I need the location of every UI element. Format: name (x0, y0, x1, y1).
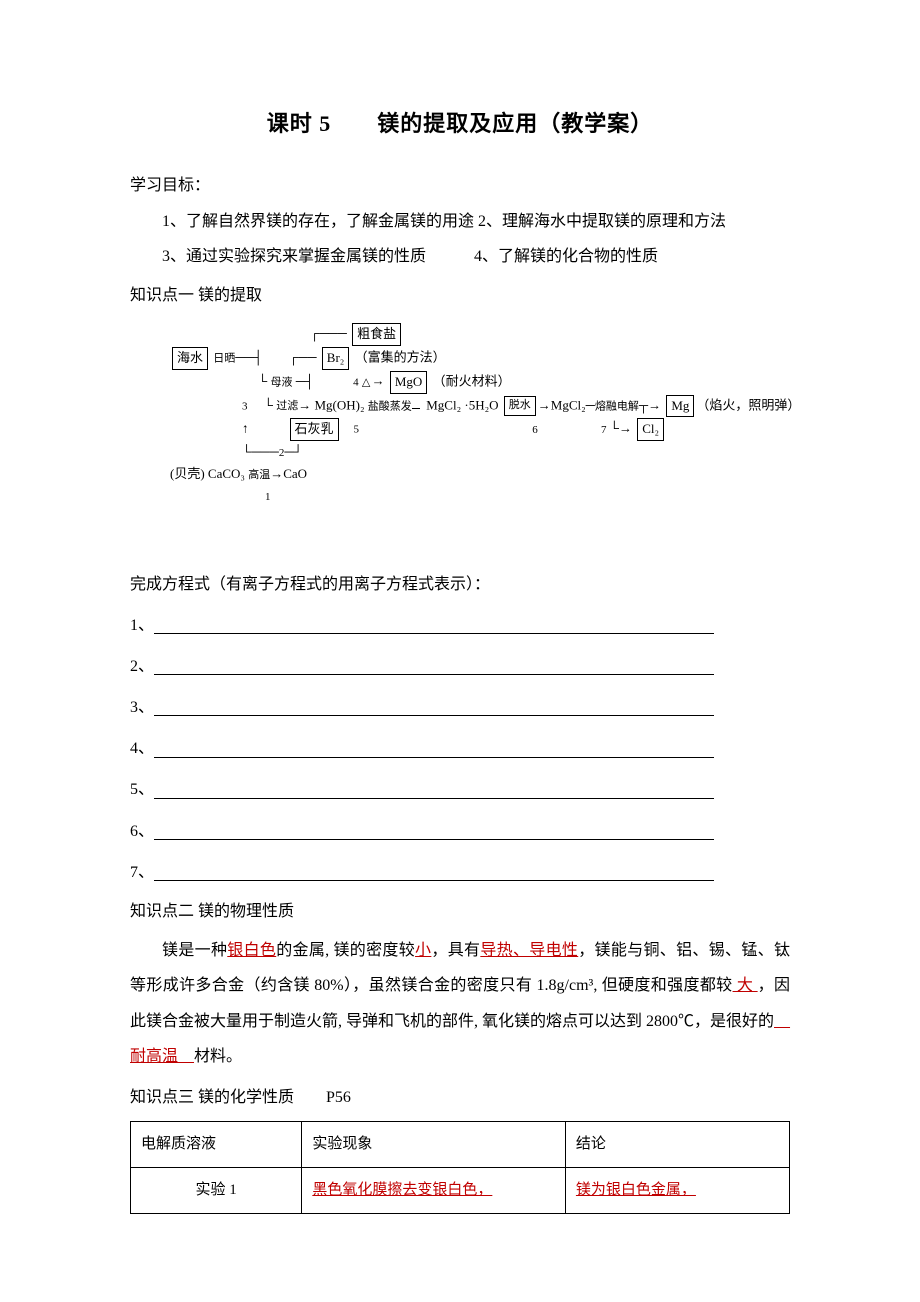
table-header-3: 结论 (565, 1122, 789, 1168)
blank-1: 1、 (130, 608, 790, 643)
label-mother-liquor: 母液 (270, 376, 292, 388)
answer-strength: 大 (733, 977, 758, 994)
label-4: 4 (353, 376, 359, 388)
table-header-1: 电解质溶液 (131, 1122, 302, 1168)
physical-properties-paragraph: 镁是一种银白色的金属, 镁的密度较小，具有导热、导电性，镁能与铜、铝、锡、锰、钛… (130, 933, 790, 1074)
label-electrolysis: 熔融电解 (595, 400, 639, 412)
label-high-temp: 高温 (248, 469, 270, 481)
label-cao: CaO (283, 466, 307, 481)
box-mg: Mg (666, 395, 694, 418)
label-3: 3 (242, 400, 248, 412)
label-sun: 日晒 (213, 352, 235, 364)
note-mg: （焰火，照明弹） (696, 397, 800, 412)
label-hcl: 盐酸蒸发 (368, 400, 412, 412)
experiment-table: 电解质溶液 实验现象 结论 实验 1 黑色氧化膜擦去变银白色， 镁为银白色金属， (130, 1121, 790, 1214)
box-dehydrate: 脱水 (504, 396, 536, 416)
note-enrich: （富集的方法） (355, 349, 446, 364)
box-mgo: MgO (390, 371, 427, 394)
label-mgoh2: Mg(OH)₂ (314, 397, 364, 412)
table-row1-col1: 实验 1 (131, 1168, 302, 1214)
label-7: 7 (541, 424, 607, 436)
objective-line-1: 1、了解自然界镁的存在，了解金属镁的用途 2、理解海水中提取镁的原理和方法 (130, 204, 790, 239)
box-seawater: 海水 (172, 347, 208, 370)
label-2: 2 (279, 447, 285, 459)
label-5: 5 (354, 424, 360, 436)
label-hydrate: MgCl₂ ·5H₂O (426, 397, 498, 412)
box-crude-salt: 粗食盐 (352, 323, 401, 346)
table-row1-col2: 黑色氧化膜擦去变银白色， (302, 1168, 566, 1214)
blank-3: 3、 (130, 690, 790, 725)
label-filter: 过滤 (276, 398, 298, 416)
blank-6: 6、 (130, 814, 790, 849)
table-header-2: 实验现象 (302, 1122, 566, 1168)
blank-5: 5、 (130, 772, 790, 807)
kp2-heading: 知识点二 镁的物理性质 (130, 894, 790, 929)
label-1: 1 (265, 491, 271, 503)
blank-4: 4、 (130, 731, 790, 766)
objective-line-2: 3、通过实验探究来掌握金属镁的性质 4、了解镁的化合物的性质 (130, 239, 790, 274)
label-delta: △ (362, 376, 370, 388)
label-shell: (贝壳) CaCO₃ (170, 466, 245, 481)
label-6: 6 (362, 424, 538, 436)
answer-density: 小 (415, 942, 431, 959)
note-refractory: （耐火材料） (433, 373, 511, 388)
box-cl2: Cl₂ (637, 418, 664, 441)
extraction-diagram: ┌─── 粗食盐 海水 日晒──┤ ┌── Br₂ （富集的方法） └ 母液 ─… (170, 323, 790, 506)
blank-2: 2、 (130, 649, 790, 684)
box-lime-milk: 石灰乳 (290, 418, 339, 441)
table-row1-col3: 镁为银白色金属， (565, 1168, 789, 1214)
kp3-heading: 知识点三 镁的化学性质 P56 (130, 1080, 790, 1115)
page-title: 课时 5 镁的提取及应用（教学案） (130, 100, 790, 148)
label-mgcl2: MgCl₂ (551, 397, 586, 412)
learning-goals-header: 学习目标： (130, 168, 790, 203)
equations-intro: 完成方程式（有离子方程式的用离子方程式表示）： (130, 567, 790, 602)
page-ref: P56 (326, 1089, 351, 1106)
blank-7: 7、 (130, 855, 790, 890)
kp1-heading: 知识点一 镁的提取 (130, 278, 790, 313)
answer-conductivity: 导热、导电性 (480, 942, 578, 959)
answer-color: 银白色 (227, 942, 276, 959)
box-br2: Br₂ (322, 347, 350, 370)
